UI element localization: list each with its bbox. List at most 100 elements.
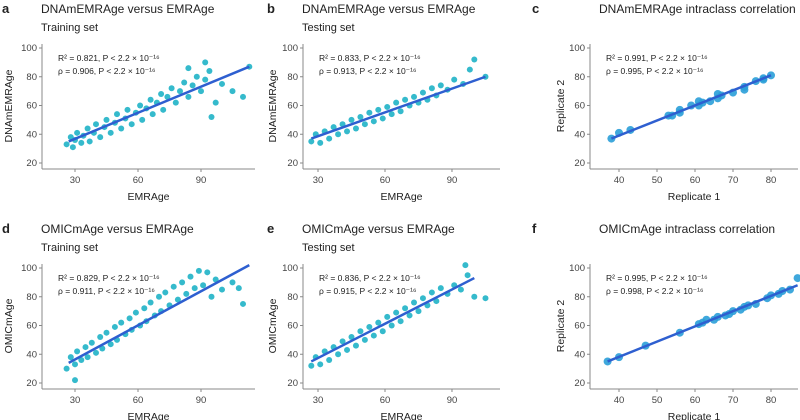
data-point xyxy=(191,285,198,292)
y-axis-title: Replicate 2 xyxy=(555,300,567,353)
data-point xyxy=(388,111,395,118)
data-point xyxy=(82,344,89,351)
data-point xyxy=(198,88,204,95)
data-point xyxy=(326,135,333,142)
data-point xyxy=(240,93,246,100)
data-point xyxy=(397,318,404,325)
y-tick-label: 60 xyxy=(574,101,585,112)
x-tick-label: 70 xyxy=(728,395,739,406)
x-tick-label: 60 xyxy=(690,175,701,186)
data-point xyxy=(326,357,333,363)
data-point xyxy=(78,357,85,363)
data-point xyxy=(308,138,315,145)
data-point xyxy=(379,328,386,335)
x-axis-title: EMRAge xyxy=(127,191,169,203)
stat-annotation: R² = 0.991, P < 2.2 × 10⁻¹⁶ xyxy=(606,53,708,63)
data-point xyxy=(388,322,395,329)
x-tick-label: 90 xyxy=(196,175,207,186)
y-tick-label: 80 xyxy=(574,292,585,303)
data-point xyxy=(132,309,139,316)
stat-annotation: ρ = 0.915, P < 2.2 × 10⁻¹⁶ xyxy=(319,286,417,296)
data-point xyxy=(97,334,104,340)
data-point xyxy=(187,273,194,280)
data-point xyxy=(107,129,114,136)
x-tick-label: 50 xyxy=(652,175,663,186)
y-tick-label: 80 xyxy=(287,72,298,83)
data-point xyxy=(402,305,409,312)
data-point xyxy=(189,82,196,89)
data-point xyxy=(174,296,181,303)
x-tick-label: 30 xyxy=(313,395,324,406)
stat-annotation: ρ = 0.998, P < 2.2 × 10⁻¹⁶ xyxy=(606,286,704,296)
x-tick-label: 60 xyxy=(690,395,701,406)
x-tick-label: 90 xyxy=(196,395,207,406)
x-tick-label: 60 xyxy=(133,175,144,186)
regression-line xyxy=(68,65,250,143)
data-point xyxy=(164,93,171,100)
x-axis-title: EMRAge xyxy=(380,411,422,420)
data-point xyxy=(384,103,391,110)
data-point xyxy=(158,91,165,97)
data-point xyxy=(208,293,215,300)
data-point xyxy=(111,323,118,330)
data-point xyxy=(352,125,359,132)
data-point xyxy=(202,76,209,83)
data-point xyxy=(219,80,225,87)
data-point xyxy=(118,125,125,132)
data-point xyxy=(103,116,110,123)
panel-title: DNAmEMRAge versus EMRAge xyxy=(41,2,215,16)
y-tick-label: 60 xyxy=(287,101,298,112)
x-axis-title: EMRAge xyxy=(127,411,169,420)
y-tick-label: 100 xyxy=(569,263,585,274)
stat-annotation: R² = 0.829, P < 2.2 × 10⁻¹⁶ xyxy=(58,273,160,283)
data-point xyxy=(393,309,400,316)
data-point xyxy=(419,89,426,96)
data-point xyxy=(126,315,133,322)
x-tick-label: 40 xyxy=(614,175,625,186)
data-point xyxy=(93,121,99,128)
data-point xyxy=(428,289,435,296)
data-point xyxy=(411,299,418,306)
data-point xyxy=(308,362,315,369)
data-point xyxy=(177,88,183,95)
stat-annotation: ρ = 0.911, P < 2.2 × 10⁻¹⁶ xyxy=(58,286,155,296)
data-point xyxy=(84,354,91,361)
data-point xyxy=(361,336,368,343)
data-point xyxy=(88,339,95,346)
data-point xyxy=(471,293,478,300)
data-point xyxy=(212,276,219,283)
data-point xyxy=(348,116,355,123)
data-point xyxy=(428,85,435,92)
y-tick-label: 60 xyxy=(26,101,37,112)
data-point xyxy=(147,299,154,306)
data-point xyxy=(317,361,324,368)
x-tick-label: 80 xyxy=(766,175,777,186)
x-axis-title: EMRAge xyxy=(380,191,422,203)
data-point xyxy=(361,121,368,128)
stat-annotation: ρ = 0.995, P < 2.2 × 10⁻¹⁶ xyxy=(606,66,704,76)
data-point xyxy=(74,348,81,355)
y-tick-label: 20 xyxy=(26,158,37,169)
y-tick-label: 40 xyxy=(26,129,37,140)
data-point xyxy=(402,96,409,103)
data-point xyxy=(235,285,242,292)
x-tick-label: 80 xyxy=(766,395,777,406)
data-point xyxy=(344,128,351,135)
panel-letter: d xyxy=(2,221,10,236)
data-point xyxy=(229,88,236,95)
y-tick-label: 60 xyxy=(574,321,585,332)
data-point xyxy=(99,345,106,352)
panel-e: e OMICmAge versus EMRAge Testing set 20 40 60… xyxy=(267,221,500,420)
data-point xyxy=(74,129,81,136)
data-point xyxy=(193,73,200,80)
y-tick-label: 80 xyxy=(26,292,37,303)
regression-line xyxy=(68,264,250,364)
y-tick-label: 100 xyxy=(21,43,37,54)
y-axis-title: Replicate 2 xyxy=(555,80,567,133)
data-point xyxy=(366,109,373,116)
data-point xyxy=(185,65,192,72)
data-point xyxy=(84,125,91,132)
y-axis-title: OMICmAge xyxy=(267,298,279,353)
data-point xyxy=(317,139,324,146)
data-point xyxy=(195,267,202,274)
